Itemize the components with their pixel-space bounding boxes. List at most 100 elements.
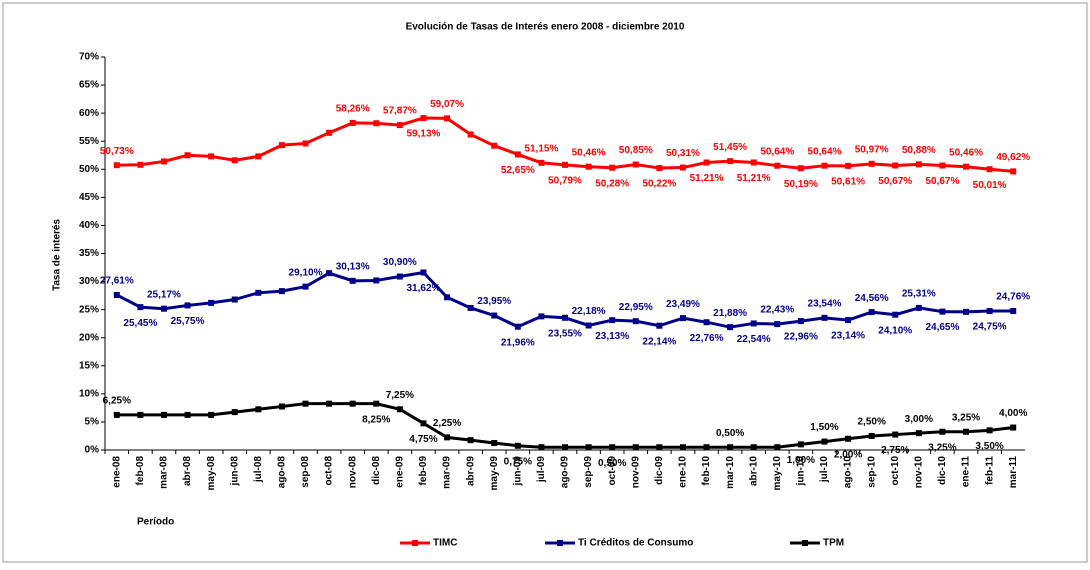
data-label: 6,25% xyxy=(103,396,131,407)
y-tick-label: 60% xyxy=(79,108,99,119)
x-tick-label: ene-11 xyxy=(961,456,972,488)
data-label: 0,50% xyxy=(716,428,744,439)
x-tick-label: sep-08 xyxy=(300,456,311,488)
point-marker xyxy=(915,430,922,437)
data-label: 21,96% xyxy=(501,337,535,348)
point-marker xyxy=(184,152,191,159)
point-marker xyxy=(208,153,215,160)
point-marker xyxy=(939,162,946,169)
point-marker xyxy=(373,120,380,127)
data-label: 22,95% xyxy=(619,302,653,313)
point-marker xyxy=(892,431,899,438)
data-label: 30,90% xyxy=(383,257,417,268)
point-marker xyxy=(797,165,804,172)
data-label: 7,25% xyxy=(386,390,414,401)
point-marker xyxy=(986,427,993,434)
point-marker xyxy=(373,277,380,284)
x-tick-label: dic-08 xyxy=(371,456,382,485)
x-tick-label: ene-10 xyxy=(678,456,689,488)
point-marker xyxy=(231,409,238,416)
point-marker xyxy=(585,444,592,451)
point-marker xyxy=(137,161,144,168)
point-marker xyxy=(703,159,710,166)
data-label: 50,97% xyxy=(855,144,889,155)
point-marker xyxy=(986,308,993,315)
point-marker xyxy=(774,321,781,328)
x-tick-label: feb-09 xyxy=(418,456,429,486)
legend-marker xyxy=(802,540,808,546)
x-tick-label: jun-09 xyxy=(512,456,523,487)
point-marker xyxy=(845,317,852,324)
data-label: 3,25% xyxy=(952,412,980,423)
point-marker xyxy=(750,444,757,451)
y-tick-label: 30% xyxy=(79,276,99,287)
point-marker xyxy=(562,161,568,168)
x-tick-label: ago-10 xyxy=(843,456,854,489)
y-tick-label: 15% xyxy=(79,360,99,371)
x-tick-label: ago-08 xyxy=(277,456,288,489)
point-marker xyxy=(396,122,403,129)
point-marker xyxy=(963,428,970,435)
point-marker xyxy=(514,323,521,330)
data-label: 29,10% xyxy=(289,267,323,278)
data-label: 50,28% xyxy=(595,178,629,189)
point-marker xyxy=(585,322,592,329)
point-marker xyxy=(774,162,781,169)
point-marker xyxy=(703,319,710,326)
x-tick-label: feb-11 xyxy=(984,456,995,485)
point-marker xyxy=(396,273,403,280)
point-marker xyxy=(821,162,828,169)
x-tick-label: sep-10 xyxy=(866,456,877,488)
point-marker xyxy=(1010,307,1017,314)
data-label: 4,00% xyxy=(999,408,1027,419)
point-marker xyxy=(255,289,262,296)
data-label: 50,67% xyxy=(878,176,912,187)
x-tick-label: oct-09 xyxy=(607,456,618,486)
point-marker xyxy=(467,437,474,444)
point-marker xyxy=(609,164,616,171)
x-tick-label: feb-08 xyxy=(135,456,146,486)
x-tick-label: abr-10 xyxy=(748,456,759,486)
x-tick-label: oct-10 xyxy=(890,456,901,486)
x-tick-label: may-08 xyxy=(206,456,217,491)
point-marker xyxy=(868,432,875,439)
y-tick-label: 20% xyxy=(79,332,99,343)
point-marker xyxy=(160,305,167,312)
data-label: 50,31% xyxy=(666,148,700,159)
y-tick-label: 35% xyxy=(79,248,99,259)
data-label: 25,17% xyxy=(147,289,181,300)
data-label: 2,25% xyxy=(433,418,461,429)
point-marker xyxy=(302,283,309,290)
y-tick-label: 10% xyxy=(79,388,99,399)
data-label: 50,64% xyxy=(760,146,794,157)
data-label: 25,75% xyxy=(171,316,205,327)
x-tick-label: ene-09 xyxy=(395,456,406,488)
data-label: 22,43% xyxy=(760,305,794,316)
point-marker xyxy=(963,308,970,315)
data-label: 51,21% xyxy=(737,173,771,184)
data-label: 22,76% xyxy=(690,333,724,344)
point-marker xyxy=(420,269,427,276)
data-label: 23,54% xyxy=(808,298,842,309)
point-marker xyxy=(679,315,686,322)
data-label: 51,21% xyxy=(690,173,724,184)
x-tick-label: dic-09 xyxy=(654,456,665,485)
x-tick-label: nov-08 xyxy=(347,456,358,489)
point-marker xyxy=(160,158,167,165)
point-marker xyxy=(255,406,262,413)
point-marker xyxy=(538,313,545,320)
point-marker xyxy=(514,442,521,449)
point-marker xyxy=(915,304,922,311)
data-label: 59,13% xyxy=(407,129,441,140)
data-label: 50,79% xyxy=(548,175,582,186)
point-marker xyxy=(632,318,639,325)
point-marker xyxy=(467,304,474,311)
data-label: 31,62% xyxy=(407,283,441,294)
x-tick-label: oct-08 xyxy=(324,456,335,486)
data-label: 21,88% xyxy=(713,308,747,319)
point-marker xyxy=(514,151,521,158)
point-marker xyxy=(821,438,828,445)
point-marker xyxy=(208,411,215,418)
y-tick-label: 40% xyxy=(79,220,99,231)
